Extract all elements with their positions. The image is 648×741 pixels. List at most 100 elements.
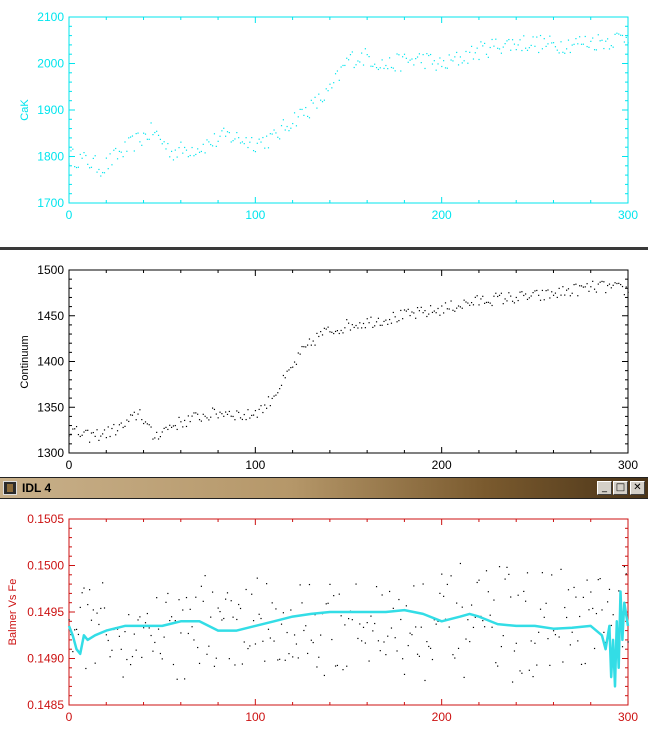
data-point — [247, 146, 249, 149]
data-point — [107, 168, 109, 170]
data-point — [336, 70, 339, 72]
data-point — [429, 53, 432, 56]
data-point — [331, 87, 333, 89]
data-point — [426, 53, 428, 55]
data-point — [210, 416, 212, 418]
data-point — [102, 582, 104, 584]
data-point — [528, 47, 530, 49]
data-point — [599, 281, 601, 283]
data-point — [316, 666, 318, 668]
data-point — [441, 65, 443, 68]
data-point — [260, 141, 262, 143]
data-point — [262, 136, 264, 139]
data-point — [608, 588, 611, 591]
data-point — [444, 302, 447, 304]
data-point — [260, 405, 262, 407]
data-point — [420, 62, 422, 64]
data-point — [599, 577, 601, 580]
data-point — [416, 56, 419, 58]
data-point — [549, 297, 551, 299]
data-point — [75, 628, 78, 631]
data-point — [364, 48, 366, 50]
close-button[interactable]: ✕ — [630, 481, 645, 495]
data-point — [556, 296, 558, 299]
data-point — [456, 51, 458, 54]
window-titlebar[interactable]: IDL 4 _ □ ✕ — [0, 477, 648, 499]
data-point — [612, 284, 614, 286]
data-point — [519, 291, 521, 293]
data-point — [545, 602, 547, 604]
data-point — [74, 166, 76, 168]
data-point — [618, 282, 620, 284]
data-point — [120, 151, 122, 153]
y-tick-label: 1500 — [37, 263, 64, 277]
data-point — [148, 627, 150, 629]
minimize-button[interactable]: _ — [597, 481, 612, 495]
data-point — [558, 636, 560, 638]
data-point — [571, 292, 573, 294]
data-point — [351, 324, 353, 326]
data-point — [346, 57, 348, 59]
data-point — [375, 586, 378, 588]
data-point — [230, 415, 232, 417]
data-point — [579, 36, 581, 38]
data-point — [305, 346, 307, 348]
data-point — [105, 634, 107, 636]
data-point — [156, 597, 158, 599]
data-point — [348, 617, 350, 620]
data-point — [504, 43, 506, 45]
data-point — [74, 629, 76, 631]
data-point — [461, 62, 463, 64]
data-point — [316, 107, 318, 109]
data-point — [450, 300, 452, 302]
data-point — [457, 647, 460, 650]
data-point — [213, 408, 216, 411]
data-point — [234, 664, 236, 666]
data-point — [357, 637, 359, 640]
data-point — [579, 285, 581, 287]
data-point — [426, 315, 428, 318]
data-point — [521, 291, 523, 293]
data-point — [68, 619, 70, 621]
data-point — [424, 309, 426, 312]
data-point — [146, 423, 148, 425]
data-point — [547, 638, 549, 640]
data-point — [249, 141, 251, 143]
data-point — [547, 43, 549, 45]
data-point — [329, 83, 331, 85]
data-point — [241, 663, 243, 665]
data-point — [111, 164, 113, 166]
data-point — [612, 46, 614, 48]
data-point — [476, 47, 478, 49]
data-point — [562, 661, 564, 663]
data-point — [185, 596, 188, 599]
data-point — [144, 622, 147, 624]
data-point — [340, 66, 342, 68]
maximize-button[interactable]: □ — [613, 481, 628, 495]
data-point — [394, 637, 396, 639]
data-point — [243, 143, 245, 145]
tick-labels: 0 100 200 300 0.1485 0.1490 0.1495 0.1500 0.1505 — [27, 512, 638, 724]
data-point — [211, 591, 214, 593]
data-point — [370, 65, 372, 67]
data-point — [357, 60, 359, 62]
data-point — [530, 295, 532, 297]
data-point — [159, 138, 162, 141]
data-point — [115, 434, 117, 436]
data-point — [575, 596, 577, 598]
data-point — [83, 587, 85, 589]
data-point — [314, 96, 316, 98]
data-point — [307, 344, 309, 346]
data-point — [344, 64, 346, 67]
data-point — [135, 133, 137, 135]
data-point — [523, 590, 525, 593]
data-point — [413, 585, 415, 587]
points — [68, 562, 629, 683]
data-point — [284, 129, 286, 131]
data-point — [280, 125, 283, 127]
data-point — [154, 437, 156, 439]
data-point — [510, 596, 512, 598]
data-point — [100, 175, 102, 177]
data-point — [400, 618, 402, 621]
data-point — [403, 53, 406, 55]
